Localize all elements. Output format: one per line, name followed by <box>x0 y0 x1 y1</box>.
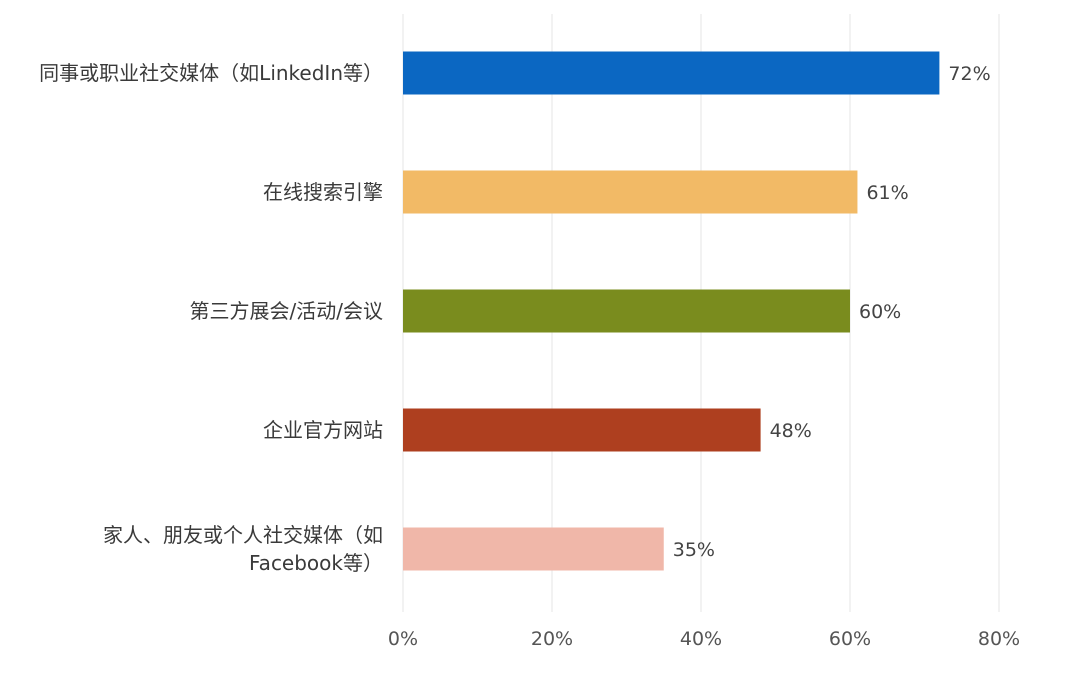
category-label: 家人、朋友或个人社交媒体（如 Facebook等） <box>0 521 383 577</box>
value-label: 60% <box>859 301 901 323</box>
category-label: 在线搜索引擎 <box>0 178 383 206</box>
bar <box>403 527 664 571</box>
bars <box>403 51 940 571</box>
value-label: 48% <box>770 420 812 442</box>
x-axis-ticks: 0% 20% 40% 60% 80% <box>388 628 1020 650</box>
bar <box>403 51 940 95</box>
category-label-line: 企业官方网站 <box>263 418 383 442</box>
value-label: 72% <box>948 63 990 85</box>
category-label-line: 第三方展会/活动/会议 <box>189 299 383 323</box>
category-label-line: 同事或职业社交媒体（如LinkedIn等） <box>39 61 383 85</box>
x-tick-label: 60% <box>829 628 871 650</box>
bar <box>403 289 850 333</box>
category-label-line: Facebook等） <box>249 551 383 575</box>
x-tick-label: 80% <box>978 628 1020 650</box>
category-label: 企业官方网站 <box>0 416 383 444</box>
bar <box>403 170 858 214</box>
value-label: 35% <box>673 539 715 561</box>
x-tick-label: 0% <box>388 628 418 650</box>
value-labels: 72% 61% 60% 48% 35% <box>673 63 991 561</box>
x-tick-label: 40% <box>680 628 722 650</box>
x-tick-label: 20% <box>531 628 573 650</box>
category-label-line: 在线搜索引擎 <box>263 180 383 204</box>
bar <box>403 408 761 452</box>
category-label: 第三方展会/活动/会议 <box>0 297 383 325</box>
category-label: 同事或职业社交媒体（如LinkedIn等） <box>0 59 383 87</box>
category-label-line: 家人、朋友或个人社交媒体（如 <box>103 523 383 547</box>
value-label: 61% <box>866 182 908 204</box>
